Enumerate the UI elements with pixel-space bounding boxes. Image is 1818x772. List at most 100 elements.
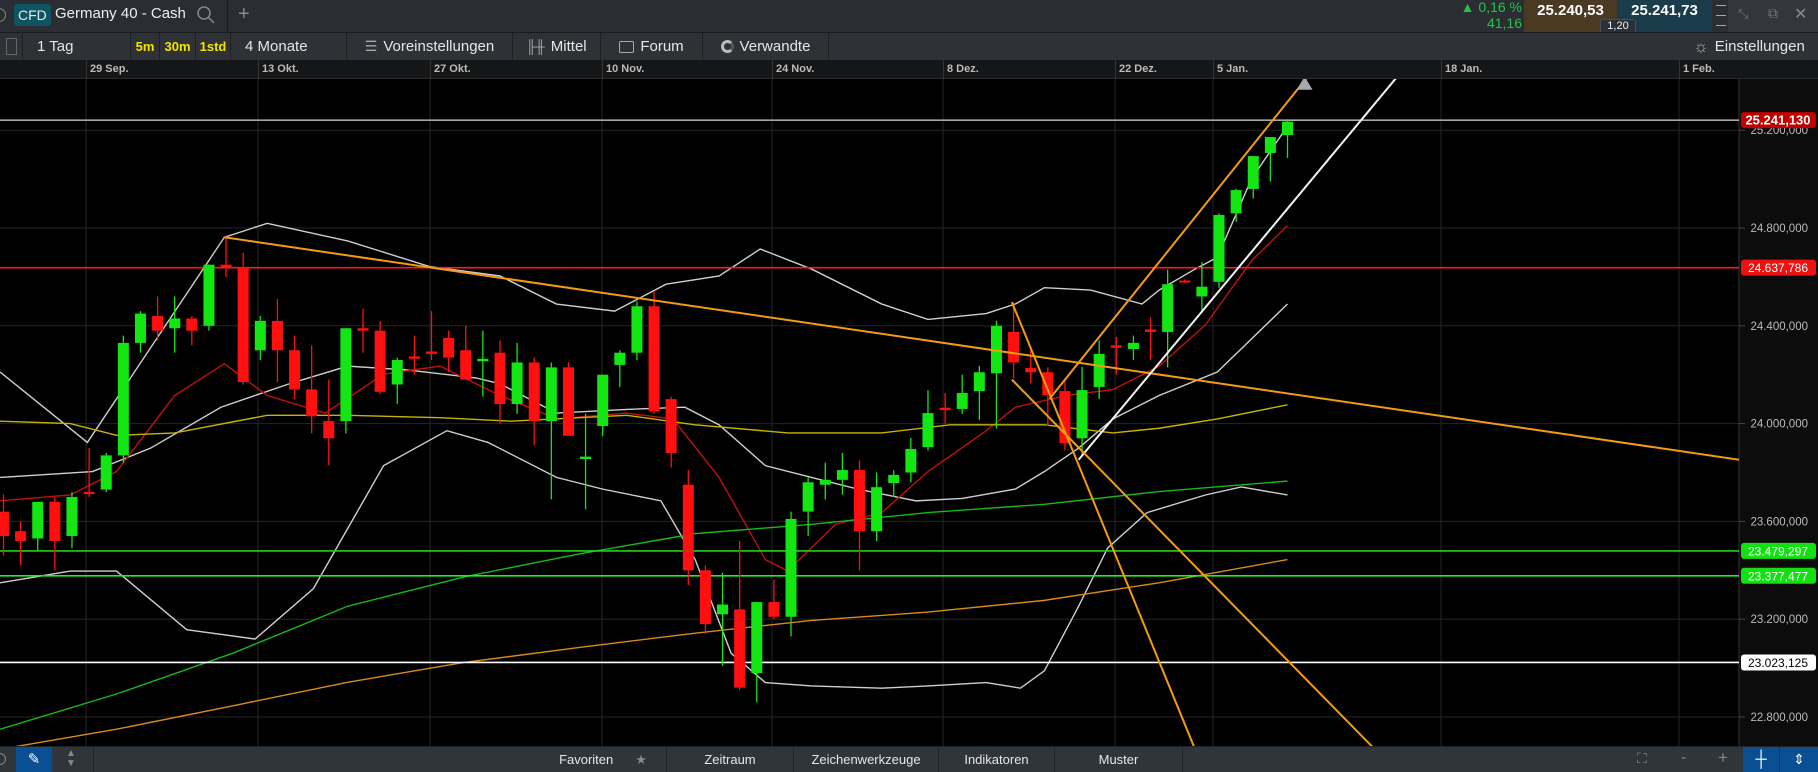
- trendline[interactable]: [1048, 70, 1314, 400]
- indicator-line: [14, 558, 1288, 746]
- candlestick-icon: ╟╫: [526, 39, 545, 54]
- candle-up: [477, 358, 489, 362]
- crosshair-button[interactable]: ┼: [1743, 747, 1780, 772]
- search-icon[interactable]: [196, 5, 216, 25]
- candle-down: [1145, 329, 1157, 332]
- price-axis[interactable]: [1739, 79, 1818, 746]
- trendline[interactable]: [1077, 77, 1397, 461]
- vertical-arrows-icon: ⇕: [1793, 751, 1805, 767]
- candle-up: [905, 449, 917, 473]
- related-label: Verwandte: [739, 38, 811, 55]
- sliders-icon: ☰: [364, 38, 378, 54]
- range-select[interactable]: 4 Monate: [231, 33, 347, 60]
- divider: [93, 747, 94, 772]
- candle-up: [1162, 284, 1174, 332]
- interval-select[interactable]: 1 Tag: [23, 33, 131, 60]
- chart-toolbar: 1 Tag 5m 30m 1std 4 Monate ☰ Voreinstellu…: [0, 32, 1818, 60]
- settings-label: Einstellungen: [1714, 38, 1805, 55]
- date-tick-label: 29 Sep.: [90, 63, 129, 75]
- pencil-button[interactable]: ✎: [16, 747, 52, 772]
- presets-label: Voreinstellungen: [383, 38, 495, 55]
- trendline[interactable]: [1011, 378, 1375, 750]
- popout-icon[interactable]: ⧉: [1768, 5, 1778, 21]
- candle-up: [545, 367, 557, 422]
- add-tab-button[interactable]: +: [238, 3, 250, 25]
- indicator-line: [0, 429, 1288, 689]
- vertical-scale-button[interactable]: ⇕: [1780, 747, 1818, 772]
- interval-30m-button[interactable]: 30m: [160, 33, 196, 60]
- candle-up: [1127, 342, 1139, 350]
- indicators-button[interactable]: Indikatoren: [939, 747, 1055, 772]
- crosshair-icon: ┼: [1755, 751, 1767, 768]
- date-axis: 29 Sep. 13 Okt. 27 Okt. 10 Nov. 24 Nov. 8 Dez…: [0, 60, 1818, 79]
- date-gridline: [430, 60, 431, 79]
- date-gridline: [86, 60, 87, 79]
- favorites-button[interactable]: Favoriten ★: [540, 747, 667, 772]
- scroll-arrows-icon[interactable]: ▲ ▼: [66, 748, 76, 769]
- minimize-icon[interactable]: ⤡: [1738, 6, 1749, 21]
- candle-up: [117, 342, 129, 456]
- candle-down: [562, 367, 574, 436]
- interval-1std-button[interactable]: 1std: [196, 33, 231, 60]
- gear-icon: ☼: [1693, 36, 1709, 56]
- date-tick-label: 18 Jan.: [1445, 63, 1483, 75]
- candle-down: [734, 609, 746, 688]
- chart-background: [0, 79, 1818, 746]
- candle-up: [1264, 137, 1276, 153]
- price-tick-label: 23.600,000: [1750, 516, 1808, 528]
- up-arrow-icon: ▲: [1460, 0, 1475, 15]
- layout-grid-button[interactable]: [0, 33, 23, 60]
- buy-price-button[interactable]: 25.241,73: [1617, 0, 1712, 32]
- trendline[interactable]: [224, 236, 1739, 461]
- candle-down: [83, 492, 95, 495]
- patterns-button[interactable]: Muster: [1055, 747, 1183, 772]
- candle-up: [391, 360, 403, 385]
- date-tick-label: 10 Nov.: [606, 63, 645, 75]
- forum-label: Forum: [640, 38, 684, 55]
- instrument-name[interactable]: Germany 40 - Cash: [55, 5, 186, 22]
- period-button[interactable]: Zeitraum: [667, 747, 794, 772]
- candle-down: [408, 356, 420, 359]
- candle-down: [699, 570, 711, 625]
- candle-down: [682, 484, 694, 571]
- candle-up: [254, 320, 266, 351]
- date-tick-label: 1 Feb.: [1683, 63, 1715, 75]
- candle-down: [648, 306, 660, 412]
- fit-chart-icon[interactable]: ⛶: [1637, 750, 1647, 766]
- settings-button[interactable]: ☼ Einstellungen: [1680, 33, 1818, 60]
- candle-down: [1059, 391, 1071, 444]
- help-icon[interactable]: [0, 753, 6, 765]
- info-icon[interactable]: [0, 8, 6, 22]
- candle-up: [922, 413, 934, 448]
- menu-icon[interactable]: [1716, 5, 1726, 26]
- candle-up: [580, 456, 592, 460]
- trendline[interactable]: [1010, 301, 1195, 749]
- change-absolute: 41,16: [1486, 15, 1522, 31]
- candle-up: [1076, 390, 1088, 439]
- level-label-box: [1741, 259, 1816, 276]
- close-icon[interactable]: ✕: [1794, 6, 1808, 23]
- candle-up: [717, 604, 729, 615]
- forum-button[interactable]: Forum: [601, 33, 703, 60]
- related-button[interactable]: Verwandte: [703, 33, 829, 60]
- candle-up: [802, 482, 814, 512]
- chart-type-button[interactable]: ╟╫ Mittel: [513, 33, 601, 60]
- candle-down: [665, 399, 677, 453]
- candle-up: [1196, 286, 1208, 297]
- drawing-tools-button[interactable]: Zeichenwerkzeuge: [794, 747, 939, 772]
- price-tick-label: 23.200,000: [1750, 614, 1808, 626]
- candle-up: [1247, 156, 1259, 189]
- candle-up: [614, 352, 626, 365]
- candle-down: [306, 389, 318, 417]
- alert-triangle-icon[interactable]: [1296, 77, 1313, 90]
- zoom-in-button[interactable]: +: [1718, 748, 1728, 767]
- candle-down: [357, 328, 369, 331]
- change-percent-value: 0,16 %: [1478, 0, 1522, 15]
- level-label-box: [1741, 567, 1816, 584]
- presets-button[interactable]: ☰ Voreinstellungen: [347, 33, 513, 60]
- zoom-out-button[interactable]: -: [1681, 749, 1687, 766]
- candle-up: [751, 602, 763, 673]
- interval-5m-button[interactable]: 5m: [131, 33, 160, 60]
- candle-up: [100, 455, 112, 490]
